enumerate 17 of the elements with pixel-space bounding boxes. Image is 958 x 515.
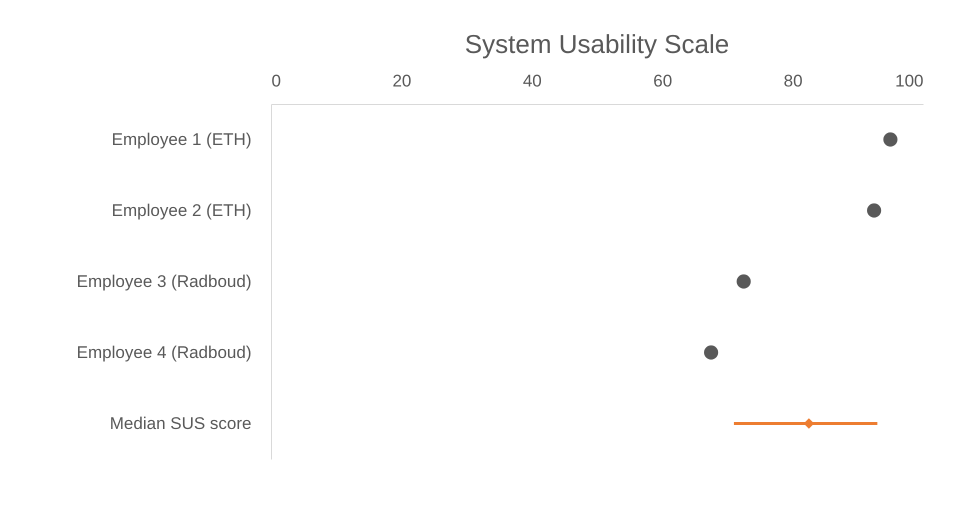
- y-tick-label: Median SUS score: [110, 414, 252, 433]
- y-tick-label: Employee 2 (ETH): [112, 201, 252, 220]
- x-tick-label: 80: [784, 72, 803, 90]
- point: [736, 274, 751, 289]
- point: [867, 203, 882, 218]
- x-tick-label: 20: [392, 72, 412, 90]
- y-tick-label: Employee 3 (Radboud): [76, 272, 252, 291]
- x-tick-label: 0: [272, 72, 281, 90]
- x-tick-label: 100: [895, 72, 924, 90]
- y-tick-label: Employee 4 (Radboud): [76, 343, 252, 362]
- point: [704, 345, 718, 360]
- x-tick-label: 40: [522, 72, 542, 90]
- point: [804, 418, 814, 429]
- point: [883, 132, 898, 147]
- chart-title: System Usability Scale: [464, 29, 730, 59]
- y-tick-label: Employee 1 (ETH): [112, 130, 252, 149]
- x-tick-label: 60: [653, 72, 672, 90]
